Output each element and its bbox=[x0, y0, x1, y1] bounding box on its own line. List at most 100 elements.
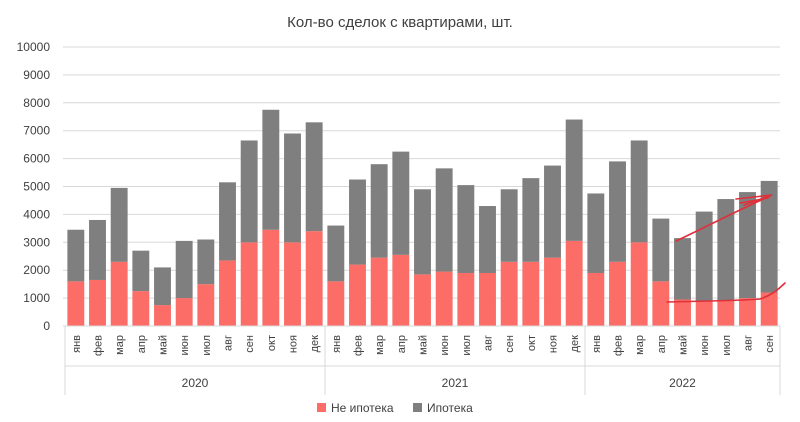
bar-ipoteka bbox=[652, 218, 670, 282]
bar-ne-ipoteka bbox=[262, 229, 280, 326]
x-tick-label: янв bbox=[591, 335, 603, 353]
y-tick-label: 2000 bbox=[23, 263, 50, 277]
bar-ipoteka bbox=[175, 240, 193, 299]
bar-ipoteka bbox=[197, 239, 215, 285]
bar-ipoteka bbox=[630, 140, 648, 243]
bar-ne-ipoteka bbox=[240, 242, 258, 326]
x-tick-label: ноя bbox=[288, 335, 300, 353]
legend-swatch-ne-ipoteka bbox=[317, 403, 326, 412]
x-tick-label: мар bbox=[114, 335, 126, 355]
y-axis-ticks: 0 1000 2000 3000 4000 5000 6000 7000 8000 9000 100… bbox=[17, 40, 51, 333]
x-tick-label: май bbox=[158, 335, 170, 355]
x-axis: янв фев мар апр май июн июл авг сен окт ноя дек янв ф… bbox=[63, 325, 781, 395]
y-tick-label: 5000 bbox=[23, 180, 50, 194]
x-tick-label: апр bbox=[136, 335, 148, 353]
y-tick-label: 9000 bbox=[23, 68, 50, 82]
bar-ne-ipoteka bbox=[717, 300, 735, 326]
x-tick-label: фев bbox=[93, 335, 105, 356]
bar-ne-ipoteka bbox=[587, 272, 605, 326]
bar-ipoteka bbox=[500, 189, 518, 262]
bar-ipoteka bbox=[544, 165, 561, 258]
x-tick-label: авг bbox=[483, 335, 495, 351]
x-tick-label: окт bbox=[266, 335, 278, 351]
bar-ne-ipoteka bbox=[630, 242, 648, 326]
year-label: 2020 bbox=[182, 376, 209, 390]
bar-ne-ipoteka bbox=[674, 299, 691, 326]
bar-ne-ipoteka bbox=[197, 284, 215, 326]
y-tick-label: 7000 bbox=[23, 124, 50, 138]
bar-ipoteka bbox=[240, 140, 258, 243]
chart-title: Кол-во сделок с квартирами, шт. bbox=[287, 14, 513, 31]
y-tick-label: 3000 bbox=[23, 235, 50, 249]
bar-ipoteka bbox=[522, 178, 540, 262]
x-tick-label: дек bbox=[309, 335, 321, 353]
legend: Не ипотека Ипотека bbox=[317, 401, 473, 415]
y-tick-label: 6000 bbox=[23, 152, 50, 166]
bar-ipoteka bbox=[609, 161, 626, 262]
x-tick-label: авг bbox=[223, 335, 235, 351]
bar-ipoteka bbox=[717, 199, 735, 301]
bar-ne-ipoteka bbox=[110, 261, 128, 326]
bar-ipoteka bbox=[587, 193, 605, 273]
bar-ipoteka bbox=[67, 229, 85, 282]
x-tick-label: ноя bbox=[548, 335, 560, 353]
bar-ne-ipoteka bbox=[544, 257, 561, 326]
bar-ipoteka bbox=[305, 122, 323, 232]
bar-ipoteka bbox=[392, 151, 410, 255]
bar-ipoteka bbox=[370, 164, 388, 258]
bars bbox=[67, 109, 778, 326]
bar-ipoteka bbox=[262, 109, 280, 230]
bar-ne-ipoteka bbox=[219, 260, 236, 326]
x-tick-label: июн bbox=[439, 335, 451, 355]
bar-ipoteka bbox=[674, 238, 691, 300]
bar-ne-ipoteka bbox=[609, 261, 626, 326]
y-tick-label: 1000 bbox=[23, 291, 50, 305]
bar-ne-ipoteka bbox=[370, 257, 388, 326]
bar-ne-ipoteka bbox=[89, 279, 106, 326]
handwritten-annotation bbox=[666, 194, 786, 303]
annotation-baseline-mark bbox=[666, 282, 786, 303]
bar-ne-ipoteka bbox=[284, 242, 301, 326]
x-tick-label: июл bbox=[461, 335, 473, 356]
bar-ne-ipoteka bbox=[565, 240, 583, 326]
bar-ipoteka bbox=[739, 192, 756, 299]
legend-swatch-ipoteka bbox=[413, 403, 422, 412]
bar-ipoteka bbox=[349, 179, 366, 265]
x-tick-label: янв bbox=[71, 335, 83, 353]
bar-ne-ipoteka bbox=[175, 298, 193, 326]
x-tick-label: июн bbox=[179, 335, 191, 355]
bar-ne-ipoteka bbox=[760, 292, 778, 326]
x-tick-label: фев bbox=[353, 335, 365, 356]
y-tick-label: 10000 bbox=[17, 40, 51, 54]
x-tick-label: май bbox=[418, 335, 430, 355]
bar-ne-ipoteka bbox=[154, 305, 171, 326]
bar-ne-ipoteka bbox=[457, 272, 475, 326]
bar-ne-ipoteka bbox=[327, 281, 345, 326]
bar-ne-ipoteka bbox=[435, 271, 453, 326]
bar-ipoteka bbox=[457, 185, 475, 273]
bar-ne-ipoteka bbox=[392, 254, 410, 326]
bar-ne-ipoteka bbox=[305, 231, 323, 326]
x-tick-label: июл bbox=[201, 335, 213, 356]
bar-ipoteka bbox=[695, 211, 713, 301]
bar-ne-ipoteka bbox=[695, 300, 713, 326]
bar-ne-ipoteka bbox=[132, 291, 150, 326]
bar-ipoteka bbox=[479, 206, 496, 273]
bar-ne-ipoteka bbox=[414, 274, 431, 326]
annotation-trend-arrow bbox=[675, 195, 771, 242]
year-label: 2021 bbox=[442, 376, 469, 390]
bar-ne-ipoteka bbox=[500, 261, 518, 326]
x-tick-label: янв bbox=[331, 335, 343, 353]
bar-ipoteka bbox=[219, 182, 236, 261]
bar-ipoteka bbox=[760, 180, 778, 293]
x-tick-label: апр bbox=[396, 335, 408, 353]
bar-ipoteka bbox=[414, 189, 431, 275]
bar-ipoteka bbox=[132, 250, 150, 292]
bar-ne-ipoteka bbox=[522, 261, 540, 326]
x-tick-label: окт bbox=[526, 335, 538, 351]
bar-ipoteka bbox=[565, 119, 583, 241]
bar-ipoteka bbox=[284, 133, 301, 243]
bar-ipoteka bbox=[435, 168, 453, 272]
